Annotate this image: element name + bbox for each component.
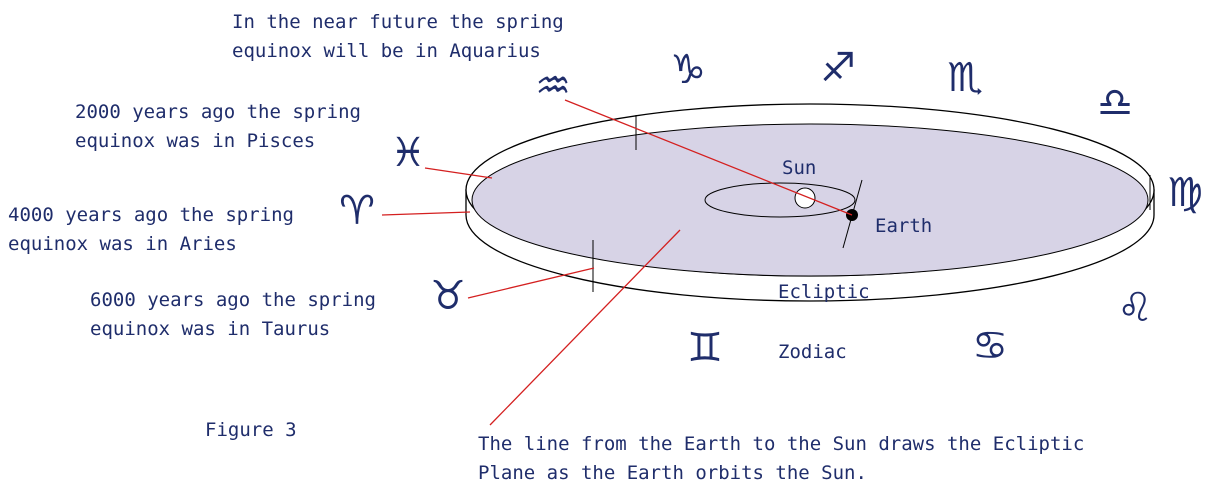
label: Earth [875, 215, 932, 237]
annotation: equinox will be in Aquarius [232, 40, 541, 62]
zodiac-symbol: ♐ [820, 45, 856, 91]
figure-label: Figure 3 [205, 419, 297, 441]
annotation: equinox was in Taurus [90, 318, 330, 340]
zodiac-symbol: ♊ [687, 325, 723, 371]
annotation: Plane as the Earth orbits the Sun. [478, 462, 867, 484]
figure: In the near future the spring equinox wil… [0, 0, 1223, 488]
zodiac-symbol: ♉ [430, 273, 466, 319]
annotation: 6000 years ago the spring [90, 289, 376, 311]
annotation: equinox was in Aries [8, 233, 237, 255]
annotation: The line from the Earth to the Sun draws… [478, 433, 1084, 455]
zodiac-symbol: ♒ [535, 63, 571, 109]
zodiac-symbol: ♍ [1167, 170, 1203, 216]
zodiac-symbol: ♏ [947, 55, 983, 101]
label: Zodiac [778, 341, 847, 363]
zodiac-symbol: ♈ [339, 188, 375, 234]
disc [466, 104, 1154, 301]
zodiac-symbol: ♋ [972, 323, 1008, 369]
annotation: 4000 years ago the spring [8, 204, 294, 226]
zodiac-symbol: ♑ [670, 47, 706, 93]
annotation: equinox was in Pisces [75, 130, 315, 152]
annotation: 2000 years ago the spring [75, 101, 361, 123]
zodiac-symbol: ♓ [390, 130, 426, 176]
label: Ecliptic [778, 281, 870, 303]
zodiac-symbol: ♎ [1097, 80, 1133, 126]
annotation: In the near future the spring [232, 11, 564, 33]
zodiac-symbol: ♌ [1117, 285, 1153, 331]
label: Sun [782, 157, 816, 179]
